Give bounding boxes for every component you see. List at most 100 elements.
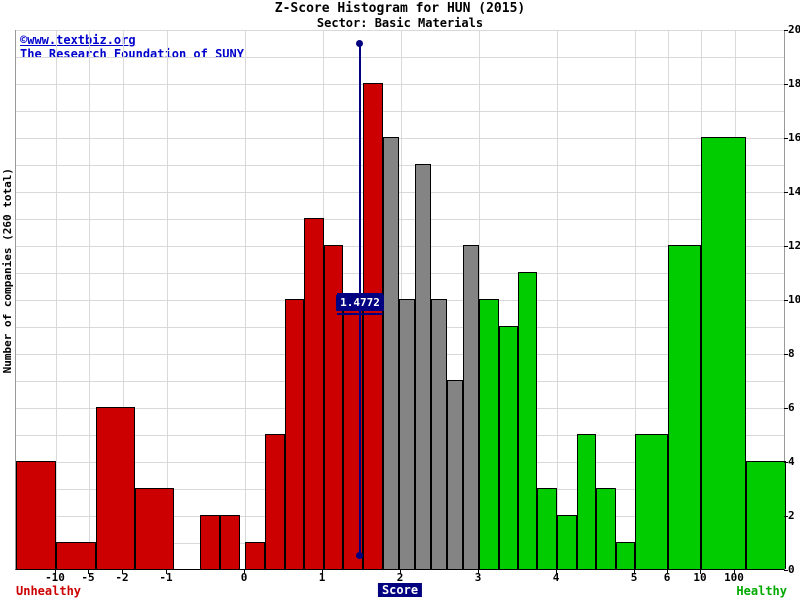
x-tick-mark (400, 570, 401, 574)
x-tick-label: -10 (45, 571, 65, 584)
grid-line-h (16, 219, 784, 220)
x-tick-label: 4 (552, 571, 560, 584)
y-tick-label: 18 (788, 77, 800, 90)
watermark-foundation: The Research Foundation of SUNY (20, 47, 244, 61)
y-tick-label: 6 (788, 401, 795, 414)
grid-line-h (16, 111, 784, 112)
histogram-bar (596, 488, 616, 569)
y-tick-mark (784, 246, 788, 247)
histogram-bar (447, 380, 463, 569)
histogram-bar (285, 299, 304, 569)
x-axis-label-badge: Score (377, 583, 423, 597)
y-tick-label: 16 (788, 131, 800, 144)
histogram-bar (479, 299, 499, 569)
chart-subtitle: Sector: Basic Materials (316, 16, 484, 30)
y-tick-label: 12 (788, 239, 800, 252)
histogram-bar (746, 461, 786, 569)
y-tick-label: 20 (788, 23, 800, 36)
marker-cross-lower (337, 313, 383, 315)
plot-area: ©www.textbiz.org The Research Foundation… (15, 30, 786, 570)
grid-line-h (16, 57, 784, 58)
grid-line-v (557, 31, 558, 569)
x-tick-label: -2 (115, 571, 129, 584)
grid-line-h (16, 84, 784, 85)
x-tick-mark (88, 570, 89, 574)
histogram-bar (265, 434, 285, 569)
histogram-bar (701, 137, 746, 569)
histogram-bar (537, 488, 557, 569)
grid-line-h (16, 273, 784, 274)
y-tick-label: 8 (788, 347, 795, 360)
x-tick-label: 100 (724, 571, 744, 584)
y-tick-label: 4 (788, 455, 795, 468)
x-tick-label: 10 (693, 571, 707, 584)
grid-line-v (56, 31, 57, 569)
x-tick-label: 3 (474, 571, 482, 584)
x-tick-label: -1 (159, 571, 173, 584)
y-axis-label: Number of companies (260 total) (1, 168, 14, 374)
histogram-bar (56, 542, 96, 569)
x-tick-mark (734, 570, 735, 574)
x-tick-label: -5 (81, 571, 95, 584)
y-tick-label: 2 (788, 509, 795, 522)
marker-value-label: 1.4772 (336, 295, 384, 311)
grid-line-h (16, 30, 784, 31)
x-tick-mark (634, 570, 635, 574)
x-tick-mark (478, 570, 479, 574)
histogram-bar (363, 83, 383, 569)
histogram-bar (635, 434, 668, 569)
healthy-label: Healthy (736, 584, 787, 598)
x-tick-label: 0 (240, 571, 248, 584)
y-tick-mark (784, 300, 788, 301)
y-tick-mark (784, 516, 788, 517)
grid-line-h (16, 165, 784, 166)
histogram-bar (304, 218, 324, 569)
unhealthy-label: Unhealthy (16, 584, 82, 598)
grid-line-v (167, 31, 168, 569)
histogram-bar (431, 299, 447, 569)
x-tick-label: 1 (318, 571, 326, 584)
histogram-bar (220, 515, 240, 569)
x-tick-mark (55, 570, 56, 574)
histogram-bar (135, 488, 174, 569)
histogram-bar (399, 299, 415, 569)
marker-cross-upper (337, 293, 383, 295)
histogram-bar (518, 272, 537, 569)
y-tick-label: 14 (788, 185, 800, 198)
y-tick-mark (784, 354, 788, 355)
x-tick-mark (556, 570, 557, 574)
x-tick-mark (166, 570, 167, 574)
grid-line-v (123, 31, 124, 569)
histogram-bar (668, 245, 701, 569)
histogram-bar (557, 515, 577, 569)
x-tick-mark (667, 570, 668, 574)
y-tick-mark (784, 570, 788, 571)
histogram-bar (96, 407, 135, 569)
y-tick-label: 0 (788, 563, 795, 576)
histogram-bar (499, 326, 518, 569)
grid-line-h (16, 138, 784, 139)
y-tick-mark (784, 462, 788, 463)
x-tick-mark (322, 570, 323, 574)
grid-line-v (89, 31, 90, 569)
grid-line-v (635, 31, 636, 569)
y-tick-mark (784, 192, 788, 193)
x-tick-mark (700, 570, 701, 574)
marker-dot-bottom (356, 552, 363, 559)
histogram-bar (463, 245, 479, 569)
y-tick-mark (784, 408, 788, 409)
histogram-bar (245, 542, 265, 569)
marker-dot-top (356, 40, 363, 47)
grid-line-h (16, 246, 784, 247)
y-tick-mark (784, 30, 788, 31)
histogram-bar (577, 434, 596, 569)
y-tick-mark (784, 84, 788, 85)
histogram-bar (415, 164, 431, 569)
histogram-bar (16, 461, 56, 569)
histogram-bar (616, 542, 635, 569)
histogram-bar (324, 245, 343, 569)
grid-line-h (16, 192, 784, 193)
watermark-link[interactable]: ©www.textbiz.org (20, 33, 136, 47)
grid-line-v (245, 31, 246, 569)
y-tick-label: 10 (788, 293, 800, 306)
